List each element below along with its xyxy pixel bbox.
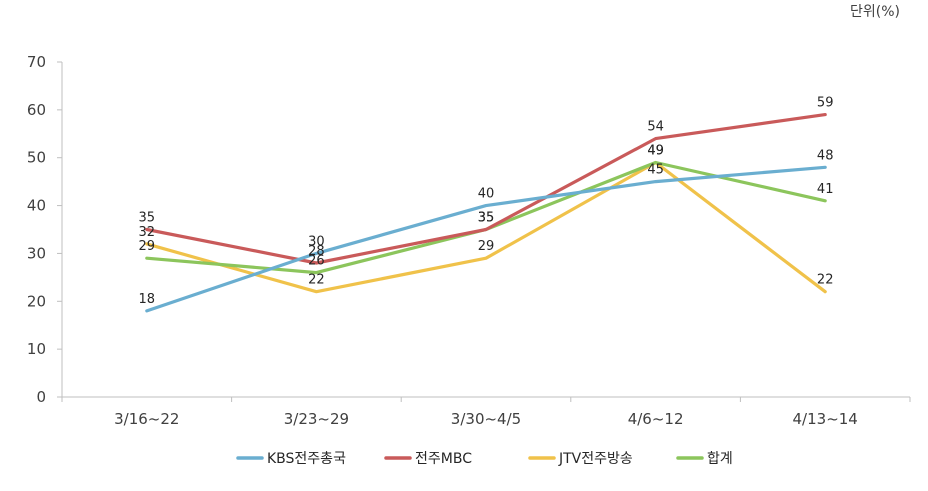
data-label: 45 (647, 163, 664, 178)
legend-item-2: JTV전주방송 (528, 451, 633, 467)
series-line-2 (145, 160, 827, 294)
legend-label: 전주MBC (415, 451, 472, 467)
data-label: 54 (647, 120, 664, 135)
x-tick-label: 4/13~14 (793, 410, 858, 428)
data-label: 22 (817, 273, 834, 288)
y-tick-label: 10 (27, 340, 46, 358)
y-tick-label: 40 (27, 197, 46, 215)
data-label: 35 (478, 211, 495, 226)
legend-label: 합계 (707, 451, 733, 467)
data-label: 49 (647, 144, 664, 159)
x-tick-label: 3/23~29 (284, 410, 349, 428)
data-label: 35 (139, 211, 156, 226)
data-label: 30 (308, 234, 325, 249)
x-tick-label: 4/6~12 (628, 410, 684, 428)
series-line-0 (145, 165, 827, 313)
legend-item-3: 합계 (676, 451, 733, 467)
legend-label: KBS전주총국 (267, 451, 346, 467)
legend-item-1: 전주MBC (384, 451, 472, 467)
y-tick-label: 0 (36, 388, 46, 406)
x-tick-label: 3/30~4/5 (451, 410, 521, 428)
data-label: 29 (139, 239, 156, 254)
series-layer (145, 112, 827, 313)
y-tick-label: 60 (27, 101, 46, 119)
axes: 0 10 20 30 40 50 60 70 3/16~22 3/23~29 3/30~4/5 4/6… (27, 53, 911, 428)
data-label: 26 (308, 254, 325, 269)
unit-label: 단위(%) (850, 4, 900, 20)
data-label: 28 (308, 244, 325, 259)
data-label: 29 (478, 239, 495, 254)
x-tick-label: 3/16~22 (114, 410, 179, 428)
data-label: 18 (139, 292, 156, 307)
legend: KBS전주총국 전주MBC JTV전주방송 합계 (236, 451, 733, 467)
data-label: 40 (478, 187, 495, 202)
data-label: 35 (478, 211, 495, 226)
y-tick-label: 30 (27, 244, 46, 262)
legend-label: JTV전주방송 (558, 451, 633, 467)
data-label: 48 (817, 148, 834, 163)
series-line-1 (145, 112, 827, 265)
data-label: 41 (817, 182, 834, 197)
y-tick-label: 20 (27, 292, 46, 310)
data-label: 22 (308, 273, 325, 288)
y-tick-label: 50 (27, 149, 46, 167)
data-label: 49 (647, 144, 664, 159)
legend-item-0: KBS전주총국 (236, 451, 346, 467)
y-tick-label: 70 (27, 53, 46, 71)
data-label: 59 (817, 96, 834, 111)
data-label: 32 (139, 225, 156, 240)
